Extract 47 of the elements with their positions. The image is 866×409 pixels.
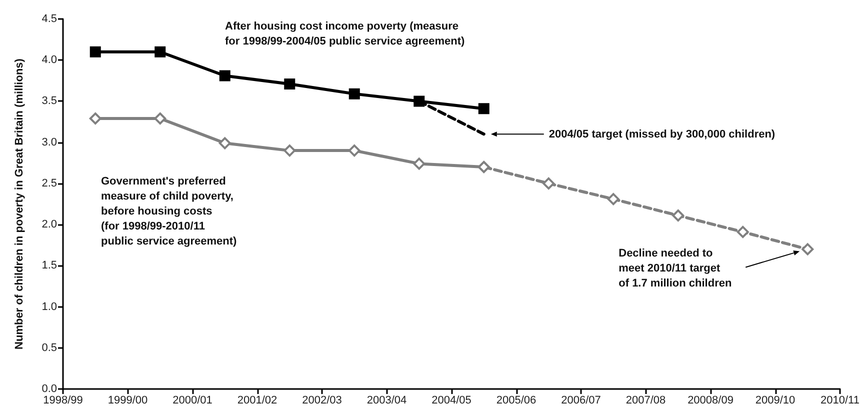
point (478, 161, 490, 173)
point (284, 144, 296, 157)
y-tick-label: 4.0 (42, 54, 57, 66)
point (219, 70, 230, 82)
annotation: Government's preferred measure of child poverty, before housing costs (for 1998/99-2010/11 public service agreement) (101, 176, 238, 248)
x-tick-label: 2006/07 (561, 394, 601, 406)
annotation: After housing cost income poverty (measure for 1998/99-2004/05 public service agreement) (225, 20, 466, 48)
point (478, 103, 490, 114)
y-tick-label: 2.5 (42, 177, 57, 190)
x-tick-label: 2001/02 (237, 394, 278, 406)
point (736, 226, 749, 238)
point (607, 193, 620, 206)
point (542, 177, 555, 190)
point (672, 210, 684, 222)
y-tick-label: 1.0 (42, 300, 57, 313)
point (348, 144, 360, 157)
x-tick-label: 2002/03 (302, 394, 342, 406)
y-tick-label: 0.0 (42, 383, 57, 395)
y-tick-label: 1.5 (42, 260, 57, 272)
y-tick-label: 3.0 (42, 136, 57, 148)
point (218, 137, 231, 150)
y-axis-title: Number of children in poverty in Great Britain (millions) (14, 58, 26, 350)
x-tick-label: 2010/11 (820, 394, 860, 406)
point (414, 96, 425, 107)
x-tick-label: 1998/99 (43, 394, 83, 406)
y-tick-label: 2.0 (42, 218, 57, 231)
point (413, 158, 426, 170)
point (348, 88, 360, 100)
point (284, 78, 296, 90)
annotation: Decline needed to meet 2010/11 target of 1.7 million children (618, 248, 732, 290)
point (154, 112, 166, 124)
x-tick-label: 2000/01 (172, 394, 212, 406)
x-tick-label: 2009/10 (755, 394, 796, 406)
x-tick-label: 2007/08 (626, 394, 666, 406)
x-tick-label: 20008/09 (688, 394, 734, 406)
y-tick-label: 0.5 (42, 342, 57, 354)
point (154, 46, 166, 58)
x-tick-label: 1999/00 (108, 394, 148, 406)
y-tick-label: 4.5 (42, 13, 57, 25)
annotation: 2004/05 target (missed by 300,000 children) (548, 128, 776, 141)
point (90, 46, 101, 58)
x-tick-label: 2004/05 (432, 394, 472, 406)
point (89, 112, 102, 124)
point (802, 243, 814, 256)
y-tick-label: 3.5 (42, 95, 57, 108)
x-tick-label: 2003/04 (366, 394, 407, 406)
x-tick-label: 2005/06 (496, 394, 536, 406)
